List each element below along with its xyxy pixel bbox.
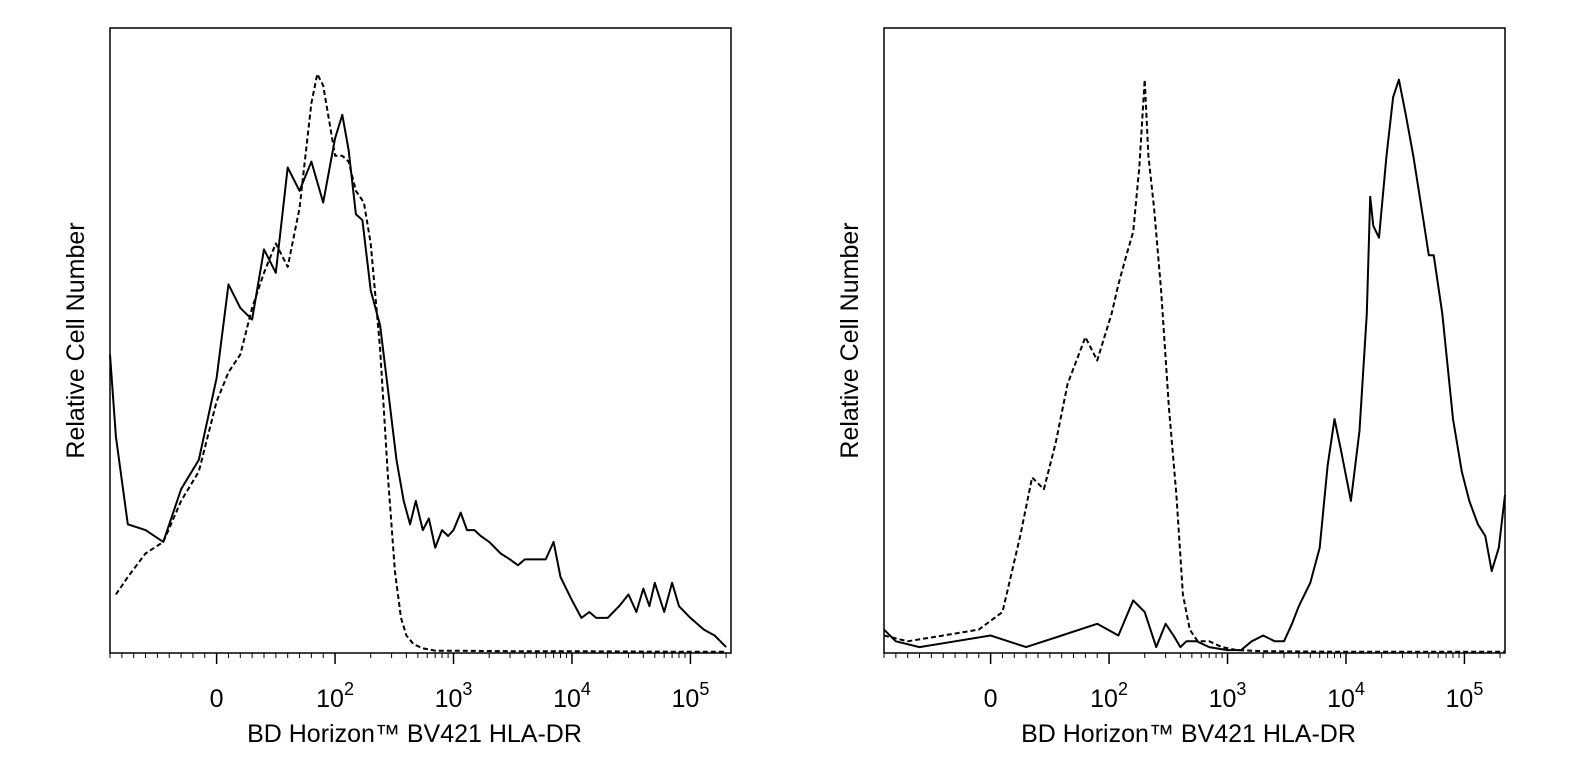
x-axis-ticks bbox=[109, 653, 727, 664]
x-axis-label: BD Horizon™ BV421 HLA-DR bbox=[1021, 720, 1356, 748]
tick-label: 104 bbox=[553, 679, 591, 713]
plot-frame bbox=[883, 27, 1506, 654]
histogram-panel-2: 0 102 103 104 105 BD Horizon™ BV421 HLA-DR Rel… bbox=[836, 27, 1506, 748]
tick-label: 103 bbox=[435, 679, 473, 713]
y-axis-label: Relative Cell Number bbox=[836, 222, 864, 458]
tick-label: 0 bbox=[984, 685, 998, 713]
tick-label: 103 bbox=[1209, 679, 1247, 713]
x-axis-label: BD Horizon™ BV421 HLA-DR bbox=[247, 720, 582, 748]
tick-label: 102 bbox=[1090, 679, 1128, 713]
solid-histogram-line bbox=[883, 78, 1506, 652]
dashed-histogram-line bbox=[115, 72, 727, 653]
plot-frame bbox=[109, 27, 732, 654]
solid-histogram-line bbox=[109, 113, 727, 648]
x-axis-ticks bbox=[883, 653, 1501, 664]
tick-label: 105 bbox=[672, 679, 710, 713]
histogram-panel-1: 0 102 103 104 105 BD Horizon™ BV421 HLA-DR Rel… bbox=[62, 27, 732, 748]
tick-label: 102 bbox=[316, 679, 354, 713]
dashed-histogram-line bbox=[883, 78, 1505, 653]
tick-label: 0 bbox=[210, 685, 224, 713]
tick-label: 105 bbox=[1446, 679, 1484, 713]
y-axis-label: Relative Cell Number bbox=[62, 222, 90, 458]
tick-label: 104 bbox=[1327, 679, 1365, 713]
